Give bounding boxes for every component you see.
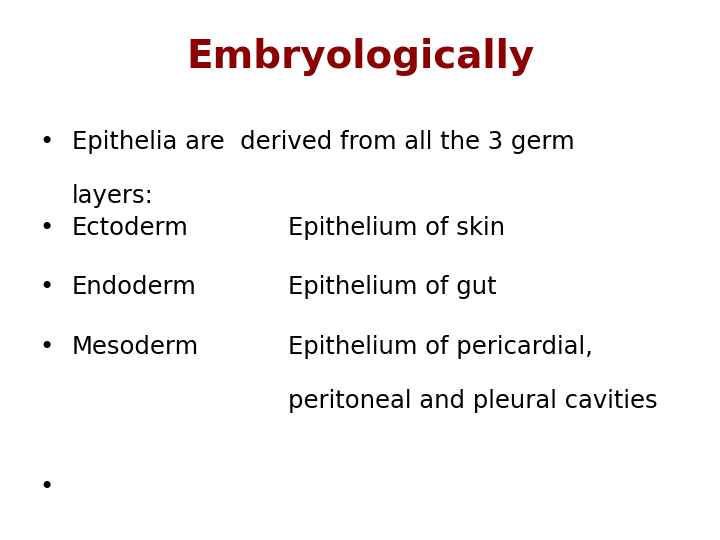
Text: Embryologically: Embryologically — [186, 38, 534, 76]
Text: •: • — [40, 275, 54, 299]
Text: Epithelium of pericardial,: Epithelium of pericardial, — [288, 335, 593, 359]
Text: •: • — [40, 130, 54, 153]
Text: layers:: layers: — [72, 184, 154, 207]
Text: •: • — [40, 475, 54, 499]
Text: Endoderm: Endoderm — [72, 275, 197, 299]
Text: Epithelium of skin: Epithelium of skin — [288, 216, 505, 240]
Text: Ectoderm: Ectoderm — [72, 216, 189, 240]
Text: Epithelium of gut: Epithelium of gut — [288, 275, 497, 299]
Text: Mesoderm: Mesoderm — [72, 335, 199, 359]
Text: peritoneal and pleural cavities: peritoneal and pleural cavities — [288, 389, 657, 413]
Text: •: • — [40, 216, 54, 240]
Text: Epithelia are  derived from all the 3 germ: Epithelia are derived from all the 3 ger… — [72, 130, 575, 153]
Text: •: • — [40, 335, 54, 359]
